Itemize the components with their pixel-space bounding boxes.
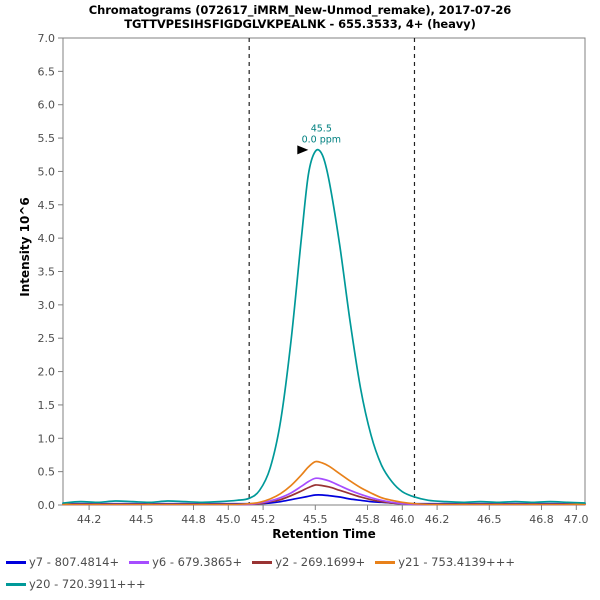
legend-color-swatch (375, 560, 396, 564)
legend-item[interactable]: y7 - 807.4814+ (6, 554, 119, 570)
y-tick-label: 1.0 (38, 432, 56, 445)
y-tick-label: 0.5 (38, 466, 56, 479)
chart-title-block: Chromatograms (072617_iMRM_New-Unmod_rem… (0, 3, 600, 31)
series-line[interactable] (62, 460, 586, 506)
peak-annotation-text: 45.5 (311, 123, 332, 134)
x-tick-label: 46.0 (390, 513, 415, 526)
y-tick-label: 3.5 (38, 266, 56, 279)
y-tick-label: 1.5 (38, 399, 56, 412)
plot-frame (62, 37, 586, 506)
x-axis-label: Retention Time (272, 527, 376, 541)
y-tick-label: 2.5 (38, 332, 56, 345)
legend-item[interactable]: y20 - 720.3911+++ (6, 576, 146, 592)
legend-color-swatch (252, 560, 273, 564)
y-tick-label: 2.0 (38, 366, 56, 379)
x-tick-label: 47.0 (564, 513, 589, 526)
x-tick-label: 44.8 (181, 513, 206, 526)
series-line[interactable] (62, 148, 586, 504)
x-tick-label: 45.5 (303, 513, 328, 526)
y-tick-label: 5.0 (38, 165, 56, 178)
legend-item-label: y2 - 269.1699+ (275, 555, 366, 569)
x-tick-label: 45.0 (216, 513, 241, 526)
y-tick-label: 6.0 (38, 99, 56, 112)
legend-item[interactable]: y6 - 679.3865+ (129, 554, 242, 570)
chart-title-line-2: TGTTVPESIHSFIGDGLVKPEALNK - 655.3533, 4+… (124, 17, 476, 31)
y-tick-label: 4.5 (38, 199, 56, 212)
peak-marker-triangle (297, 145, 309, 155)
y-tick-label: 7.0 (38, 32, 56, 45)
legend-item[interactable]: y2 - 269.1699+ (252, 554, 365, 570)
x-tick-label: 44.5 (129, 513, 154, 526)
legend-item-label: y7 - 807.4814+ (29, 555, 120, 569)
chart-legend: y7 - 807.4814+ y6 - 679.3865+ y2 - 269.169… (0, 554, 600, 592)
x-tick-label: 46.5 (477, 513, 502, 526)
x-tick-label: 44.2 (77, 513, 102, 526)
legend-item-label: y6 - 679.3865+ (152, 555, 243, 569)
legend-color-swatch (6, 582, 26, 586)
y-tick-label: 3.0 (38, 299, 56, 312)
legend-item-label: y21 - 753.4139+++ (398, 555, 515, 569)
x-tick-label: 46.2 (425, 513, 450, 526)
legend-item[interactable]: y21 - 753.4139+++ (375, 554, 515, 570)
x-tick-label: 45.2 (251, 513, 276, 526)
x-tick-label: 46.8 (529, 513, 554, 526)
y-tick-label: 5.5 (38, 132, 56, 145)
y-tick-label: 6.5 (38, 65, 56, 78)
legend-color-swatch (6, 560, 26, 564)
peak-annotation-text: 0.0 ppm (302, 134, 341, 145)
y-tick-label: 0.0 (38, 499, 56, 512)
legend-item-label: y20 - 720.3911+++ (29, 577, 146, 591)
legend-color-swatch (129, 560, 150, 564)
x-tick-label: 45.8 (355, 513, 380, 526)
y-tick-label: 4.0 (38, 232, 56, 245)
chart-title-line-1: Chromatograms (072617_iMRM_New-Unmod_rem… (88, 3, 512, 17)
